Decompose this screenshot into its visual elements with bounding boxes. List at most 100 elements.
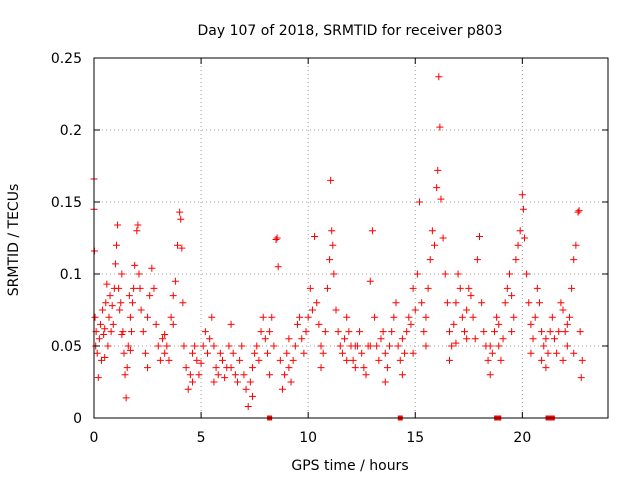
data-point [563,320,571,328]
data-point [343,313,351,321]
data-point [535,299,543,307]
data-point [225,342,233,350]
data-point [413,270,421,278]
data-point [236,356,244,364]
data-point [238,342,246,350]
data-point [227,364,235,372]
data-point [409,349,417,357]
data-point [210,342,218,350]
data-point [434,166,442,174]
y-tick-label: 0 [73,411,82,427]
data-point [148,264,156,272]
data-point [574,208,582,216]
data-point [227,320,235,328]
data-point [546,328,554,336]
data-point [490,328,498,336]
data-point [272,235,280,243]
data-point [121,371,129,379]
data-point [119,328,127,336]
data-point [484,356,492,364]
data-point [178,244,186,252]
data-point [298,335,306,343]
data-point [473,256,481,264]
data-point [193,356,201,364]
data-point [125,292,133,300]
data-point [422,313,430,321]
data-point [174,241,182,249]
data-point [420,328,428,336]
data-point [379,328,387,336]
data-point [388,328,396,336]
data-point [266,371,274,379]
data-point [559,356,567,364]
data-point [91,313,99,321]
data-point [351,364,359,372]
data-point [100,330,108,338]
x-tick-label: 15 [406,430,424,446]
data-point [115,284,123,292]
data-point [396,356,404,364]
data-point [171,277,179,285]
data-point [240,371,248,379]
data-point [283,349,291,357]
data-point [278,385,286,393]
data-point [137,306,145,314]
data-point [231,371,239,379]
data-point [405,313,413,321]
data-point [401,349,409,357]
data-point [201,328,209,336]
data-point [398,335,406,343]
data-point [542,364,550,372]
data-point [165,356,173,364]
data-point [398,371,406,379]
data-point [191,342,199,350]
data-point [525,299,533,307]
data-point [144,313,152,321]
data-point [206,335,214,343]
data-point [495,342,503,350]
data-point [465,284,473,292]
data-point [508,292,516,300]
data-point [439,234,447,242]
y-tick-labels: 0 0.05 0.1 0.15 0.2 0.25 [51,51,82,427]
data-point [139,328,147,336]
data-point [565,313,573,321]
data-point [480,328,488,336]
data-point [403,328,411,336]
data-point [390,313,398,321]
data-point [416,198,424,206]
data-point [103,280,111,288]
plot-frame [93,57,609,419]
data-point [127,328,135,336]
data-point [527,349,535,357]
data-points [90,73,586,421]
data-point [476,233,483,241]
data-point [518,191,526,199]
data-point [321,328,329,336]
data-point [302,328,310,336]
data-point [244,402,252,410]
data-point [542,335,550,343]
data-point [426,256,434,264]
data-point [336,342,344,350]
data-point [106,292,114,300]
data-point [111,260,119,268]
data-point [131,261,139,269]
data-point [248,392,256,400]
data-point [176,208,184,216]
data-point [156,356,164,364]
data-point [204,349,212,357]
data-point [407,320,415,328]
data-point [101,354,109,362]
data-point [538,328,546,336]
data-point [180,342,188,350]
data-point [285,364,293,372]
data-point [467,292,475,300]
data-point [136,284,144,292]
data-point [501,299,509,307]
data-point [199,342,207,350]
data-point [577,374,585,382]
data-point [495,320,503,328]
data-point [317,364,325,372]
data-point [497,356,505,364]
